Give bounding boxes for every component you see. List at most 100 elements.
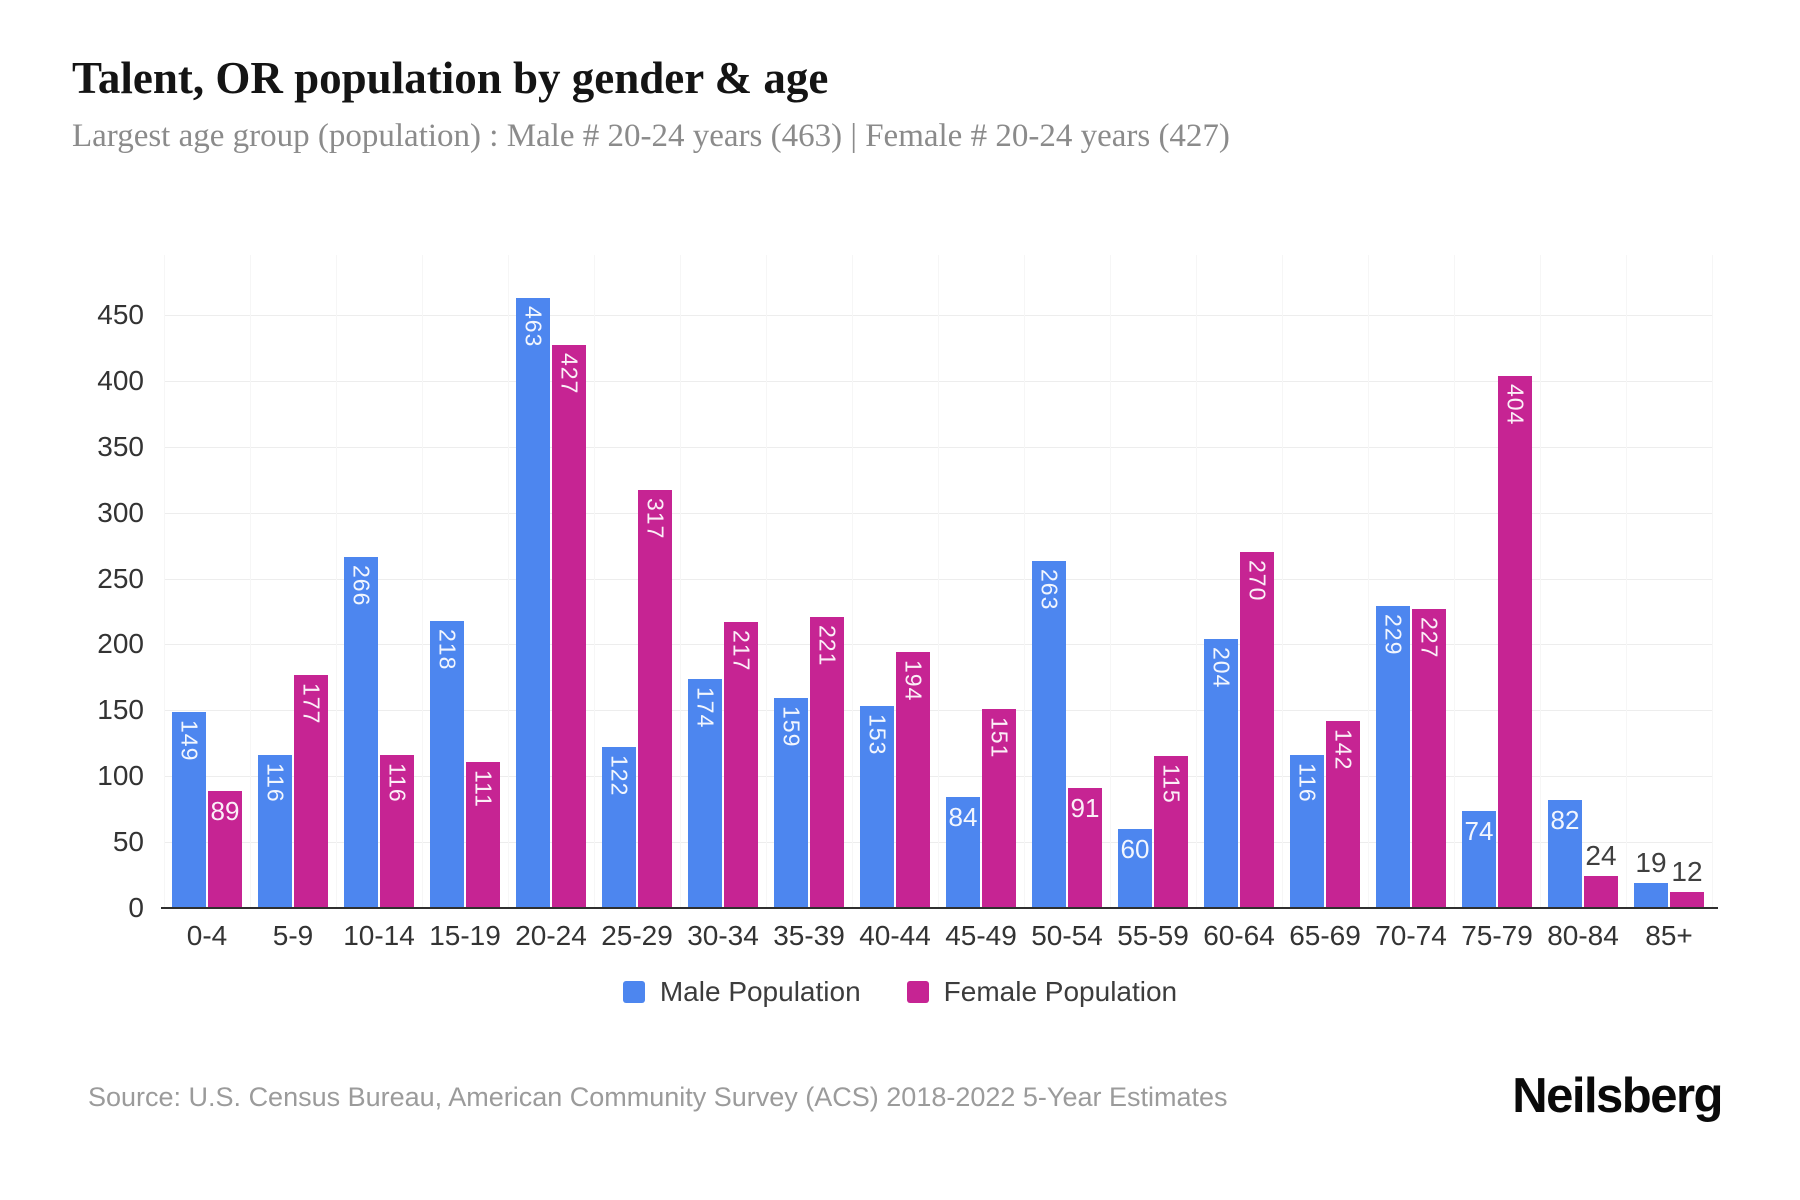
x-tick-label-80-84: 80-84 xyxy=(1547,920,1619,951)
bar-female-70-74: 227 xyxy=(1412,608,1446,908)
chart-subtitle: Largest age group (population) : Male # … xyxy=(72,118,1230,154)
bar-male-55-59: 60 xyxy=(1118,828,1152,908)
bar-value-label: 116 xyxy=(384,763,411,803)
bar-value-label: 12 xyxy=(1671,856,1703,888)
x-tick-label-30-34: 30-34 xyxy=(687,920,759,951)
gridline-x-4 xyxy=(508,255,509,908)
bar-female-35-39: 221 xyxy=(810,616,844,908)
gridline-x-5 xyxy=(594,255,595,908)
bar-male-50-54: 263 xyxy=(1032,561,1066,908)
legend: Male Population Female Population xyxy=(0,976,1800,1008)
bar-value-label: 463 xyxy=(520,305,547,348)
bar-female-65-69: 142 xyxy=(1326,720,1360,908)
bar-female-80-84 xyxy=(1584,876,1618,908)
legend-swatch-female xyxy=(906,981,929,1003)
gridline-x-3 xyxy=(422,255,423,908)
gridline-x-16 xyxy=(1540,255,1541,908)
bar-value-label: 218 xyxy=(434,628,461,671)
gridline-x-15 xyxy=(1454,255,1455,908)
bar-male-0-4: 149 xyxy=(172,711,206,908)
x-tick-label-75-79: 75-79 xyxy=(1461,920,1533,951)
bar-value-label: 142 xyxy=(1330,728,1357,771)
bar-female-20-24: 427 xyxy=(552,345,586,908)
x-tick-label-40-44: 40-44 xyxy=(859,920,931,951)
bar-value-label: 229 xyxy=(1380,614,1407,656)
bar-value-label: 266 xyxy=(348,565,375,607)
bar-value-label: 82 xyxy=(1550,804,1580,835)
bar-value-label: 270 xyxy=(1244,560,1271,602)
bar-male-30-34: 174 xyxy=(688,678,722,908)
bar-value-label: 60 xyxy=(1120,833,1150,864)
y-tick-label-150: 150 xyxy=(97,694,144,726)
y-tick-label-0: 0 xyxy=(128,892,144,923)
bar-male-35-39: 159 xyxy=(774,698,808,908)
bar-value-label: 317 xyxy=(642,498,669,540)
bar-male-75-79: 74 xyxy=(1462,810,1496,908)
x-tick-label-35-39: 35-39 xyxy=(773,920,845,951)
bar-male-70-74: 229 xyxy=(1376,606,1410,908)
x-tick-label-25-29: 25-29 xyxy=(601,920,673,951)
y-tick-label-250: 250 xyxy=(97,562,144,594)
legend-label: Female Population xyxy=(943,976,1178,1007)
bar-male-15-19: 218 xyxy=(430,620,464,908)
bar-value-label: 159 xyxy=(778,706,805,748)
legend-swatch-male xyxy=(622,981,645,1003)
source-text: Source: U.S. Census Bureau, American Com… xyxy=(88,1082,1228,1112)
x-axis-line xyxy=(161,907,1718,909)
x-tick-label-55-59: 55-59 xyxy=(1117,920,1189,951)
legend-item-male[interactable]: Male Population xyxy=(622,976,861,1008)
bar-value-label: 151 xyxy=(986,717,1013,759)
bar-male-65-69: 116 xyxy=(1290,755,1324,908)
x-tick-label-20-24: 20-24 xyxy=(515,920,587,951)
bar-value-label: 111 xyxy=(470,769,497,808)
bar-female-50-54: 91 xyxy=(1068,788,1102,908)
x-tick-label-5-9: 5-9 xyxy=(272,920,314,951)
bar-female-55-59: 115 xyxy=(1154,756,1188,908)
gridline-x-2 xyxy=(336,255,337,908)
x-tick-label-85+: 85+ xyxy=(1645,920,1693,951)
x-tick-label-65-69: 65-69 xyxy=(1289,920,1361,951)
gridline-x-11 xyxy=(1110,255,1111,908)
bar-value-label: 404 xyxy=(1502,383,1529,425)
y-tick-label-50: 50 xyxy=(112,826,144,858)
bar-female-5-9: 177 xyxy=(294,674,328,908)
bar-value-label: 174 xyxy=(692,686,719,729)
bar-value-label: 217 xyxy=(728,630,755,672)
bar-female-75-79: 404 xyxy=(1498,375,1532,908)
bar-value-label: 263 xyxy=(1036,569,1063,611)
y-tick-label-100: 100 xyxy=(97,760,144,792)
bar-value-label: 427 xyxy=(556,353,583,395)
bar-value-label: 116 xyxy=(1294,763,1321,803)
bar-male-80-84: 82 xyxy=(1548,799,1582,908)
bar-male-25-29: 122 xyxy=(602,747,636,908)
bar-value-label: 84 xyxy=(948,802,978,833)
bar-female-40-44: 194 xyxy=(896,652,930,908)
bar-male-5-9: 116 xyxy=(258,755,292,908)
chart-title: Talent, OR population by gender & age xyxy=(72,53,829,103)
x-tick-label-50-54: 50-54 xyxy=(1031,920,1103,951)
bar-male-85+ xyxy=(1634,882,1668,908)
y-tick-label-300: 300 xyxy=(97,496,144,528)
bar-female-15-19: 111 xyxy=(466,761,500,908)
gridline-x-18 xyxy=(1712,255,1713,908)
bar-value-label: 122 xyxy=(606,755,633,797)
x-tick-label-45-49: 45-49 xyxy=(945,920,1017,951)
bar-value-label: 89 xyxy=(210,795,240,826)
bar-female-25-29: 317 xyxy=(638,490,672,908)
gridline-x-10 xyxy=(1024,255,1025,908)
x-tick-label-70-74: 70-74 xyxy=(1375,920,1447,951)
y-tick-label-450: 450 xyxy=(97,299,144,330)
legend-item-female[interactable]: Female Population xyxy=(906,976,1178,1008)
x-tick-label-10-14: 10-14 xyxy=(343,920,415,951)
bar-value-label: 177 xyxy=(298,682,325,725)
y-tick-label-200: 200 xyxy=(97,628,144,660)
bar-female-85+ xyxy=(1670,892,1704,908)
bar-value-label: 149 xyxy=(176,719,203,762)
bar-value-label: 91 xyxy=(1070,793,1100,824)
gridline-x-6 xyxy=(680,255,681,908)
bar-female-0-4: 89 xyxy=(208,790,242,908)
bar-value-label: 74 xyxy=(1464,815,1494,846)
bar-female-30-34: 217 xyxy=(724,622,758,908)
